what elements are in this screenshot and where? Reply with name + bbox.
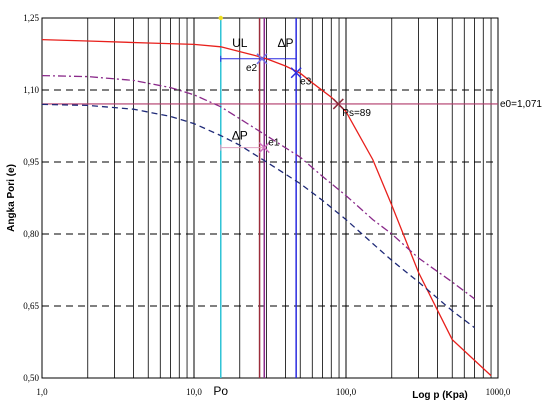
- series-line-3: [41, 103, 475, 329]
- x-tick-label: 10,0: [186, 387, 202, 397]
- x-tick-label: 1000,0: [486, 387, 511, 397]
- data-marker: [256, 53, 268, 65]
- po-label: Po: [213, 384, 228, 398]
- grid: [42, 18, 498, 378]
- marker-label: e3: [300, 77, 312, 88]
- reference-lines: [42, 15, 498, 378]
- y-tick-label: 0,80: [23, 229, 39, 239]
- annotation-labels: UL ΔP ΔP e0=1,071 Po: [213, 36, 542, 398]
- markers-group: e2 e3 Ps=89 e1: [246, 53, 371, 154]
- y-tick-label: 1,25: [23, 13, 39, 23]
- x-tick-label: 1,0: [36, 387, 48, 397]
- marker-label: e2: [246, 63, 258, 74]
- y-tick-label: 0,95: [23, 157, 39, 167]
- annotation-text: ΔP: [232, 128, 248, 142]
- x-axis-label: Log p (Kpa): [412, 390, 468, 401]
- po-top-marker: [218, 15, 223, 21]
- annotation-text: UL: [232, 36, 248, 50]
- data-marker: [258, 142, 270, 154]
- marker-label: Ps=89: [342, 108, 371, 119]
- data-marker: [332, 98, 344, 110]
- data-marker: [290, 67, 302, 79]
- y-axis-label: Angka Pori (e): [6, 164, 17, 232]
- y-tick-label: 0,50: [23, 373, 39, 383]
- e0-label: e0=1,071: [500, 99, 542, 110]
- marker-label: e1: [268, 138, 280, 149]
- plot-area: [41, 17, 499, 379]
- annotation-text: ΔP: [277, 36, 293, 50]
- y-tick-label: 0,65: [23, 301, 39, 311]
- y-tick-label: 1,10: [23, 85, 39, 95]
- x-tick-label: 100,0: [336, 387, 357, 397]
- series-line-2: [41, 74, 475, 300]
- tick-labels: 0,50 0,65 0,80 0,95 1,10 1,25 1,0 10,0 100,0 1000…: [23, 13, 511, 397]
